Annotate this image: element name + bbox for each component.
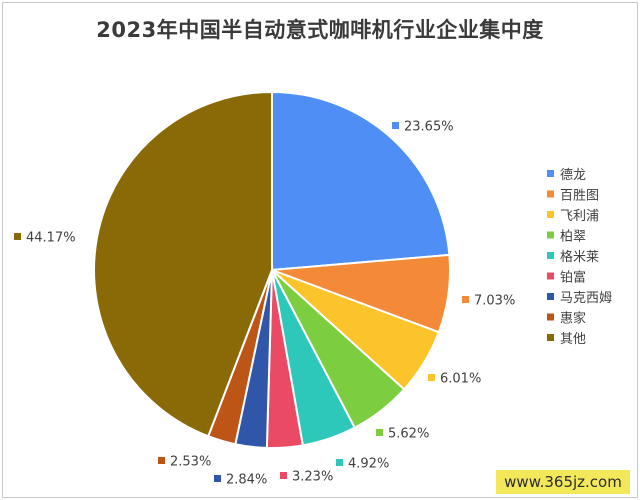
data-label-9: 44.17% bbox=[14, 231, 76, 246]
data-label-2: 7.03% bbox=[462, 294, 515, 309]
data-label-text: 44.17% bbox=[26, 231, 76, 246]
legend-item-7: 马克西姆 bbox=[547, 291, 612, 306]
data-label-marker bbox=[280, 472, 287, 479]
legend-swatch bbox=[547, 334, 554, 341]
watermark: www.365jz.com bbox=[496, 470, 630, 494]
data-label-4: 5.62% bbox=[376, 427, 429, 442]
legend-swatch bbox=[547, 170, 554, 177]
data-label-text: 2.53% bbox=[170, 455, 211, 470]
legend-label: 马克西姆 bbox=[560, 291, 612, 306]
data-label-6: 3.23% bbox=[280, 470, 333, 485]
data-label-text: 5.62% bbox=[388, 427, 429, 442]
legend-item-8: 惠家 bbox=[547, 311, 586, 327]
data-label-marker bbox=[214, 475, 221, 482]
data-label-7: 2.84% bbox=[214, 473, 267, 488]
legend-swatch bbox=[547, 313, 554, 321]
data-label-marker bbox=[392, 122, 399, 129]
legend-label: 惠家 bbox=[560, 311, 586, 327]
legend-label: 德龙 bbox=[560, 168, 586, 183]
pie-slice-1 bbox=[271, 90, 451, 272]
data-label-marker bbox=[14, 233, 21, 240]
legend-label: 其他 bbox=[560, 332, 586, 347]
legend-swatch bbox=[547, 190, 554, 198]
legend-swatch bbox=[547, 252, 554, 259]
legend-item-1: 德龙 bbox=[547, 168, 586, 183]
data-label-marker bbox=[376, 429, 383, 436]
data-label-text: 23.65% bbox=[404, 120, 454, 135]
data-label-marker bbox=[158, 457, 165, 464]
data-label-text: 6.01% bbox=[440, 372, 481, 387]
pie-slice-9 bbox=[93, 90, 273, 438]
legend-item-3: 飞利浦 bbox=[547, 209, 599, 224]
legend-swatch bbox=[547, 293, 554, 300]
data-label-text: 7.03% bbox=[474, 294, 515, 309]
chart-title: 2023年中国半自动意式咖啡机行业企业集中度 bbox=[96, 18, 544, 42]
data-label-text: 4.92% bbox=[348, 457, 389, 472]
legend-label: 铂富 bbox=[560, 270, 586, 286]
legend-item-4: 柏翠 bbox=[547, 230, 586, 245]
data-label-5: 4.92% bbox=[336, 457, 389, 472]
legend-swatch bbox=[547, 231, 554, 239]
legend-label: 飞利浦 bbox=[560, 209, 599, 224]
data-label-marker bbox=[462, 296, 469, 303]
data-label-1: 23.65% bbox=[392, 120, 454, 135]
legend-label: 柏翠 bbox=[560, 230, 586, 245]
legend-swatch bbox=[547, 272, 554, 280]
legend-label: 格米莱 bbox=[560, 249, 599, 265]
legend-item-6: 铂富 bbox=[547, 270, 586, 286]
legend-item-5: 格米莱 bbox=[547, 249, 599, 265]
data-label-3: 6.01% bbox=[428, 372, 481, 387]
legend-item-2: 百胜图 bbox=[547, 189, 599, 204]
data-label-marker bbox=[428, 374, 435, 381]
data-label-8: 2.53% bbox=[158, 455, 211, 470]
legend-item-9: 其他 bbox=[547, 332, 586, 347]
data-label-text: 3.23% bbox=[292, 470, 333, 485]
legend-label: 百胜图 bbox=[560, 189, 599, 204]
data-label-text: 2.84% bbox=[226, 473, 267, 488]
data-label-marker bbox=[336, 459, 343, 466]
legend-swatch bbox=[547, 211, 554, 218]
